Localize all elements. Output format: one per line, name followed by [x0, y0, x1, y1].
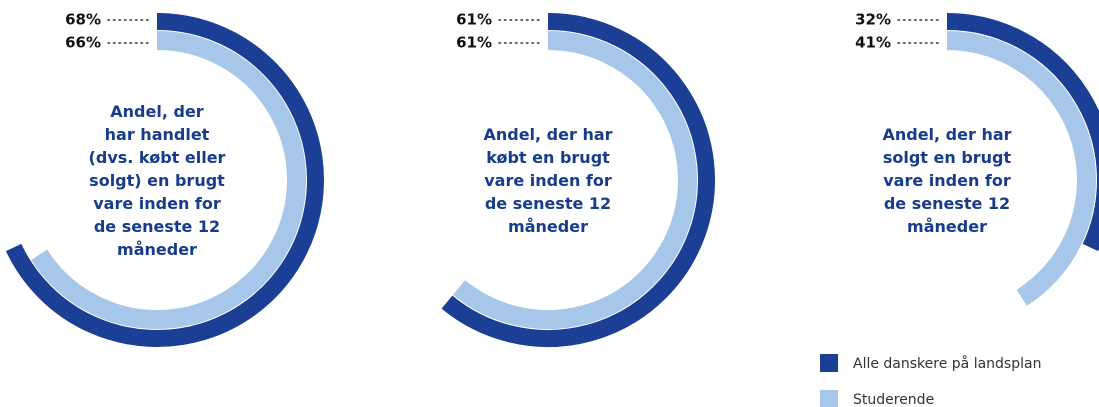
value-label: 68%	[65, 11, 101, 29]
value-label: 66%	[65, 34, 101, 52]
ring-arc	[5, 13, 324, 347]
ring-arc	[946, 31, 1096, 306]
legend-swatch	[820, 390, 838, 407]
center-label: Andel, der har købt en brugt vare inden …	[483, 124, 613, 236]
ring-arc	[441, 13, 715, 347]
ring-arc	[453, 31, 697, 329]
ring-arc	[31, 31, 306, 329]
legend-swatch	[820, 354, 838, 372]
value-label: 32%	[855, 11, 891, 29]
center-label: Andel, der har solgt en brugt vare inden…	[882, 124, 1012, 236]
value-label: 41%	[855, 34, 891, 52]
value-label: 61%	[456, 34, 492, 52]
center-label: Andel, der har handlet (dvs. købt eller …	[88, 101, 226, 259]
ring-arc	[946, 13, 1099, 252]
legend-label: Alle danskere på landsplan	[853, 355, 1041, 372]
value-label: 61%	[456, 11, 492, 29]
legend-label: Studerende	[853, 392, 934, 407]
